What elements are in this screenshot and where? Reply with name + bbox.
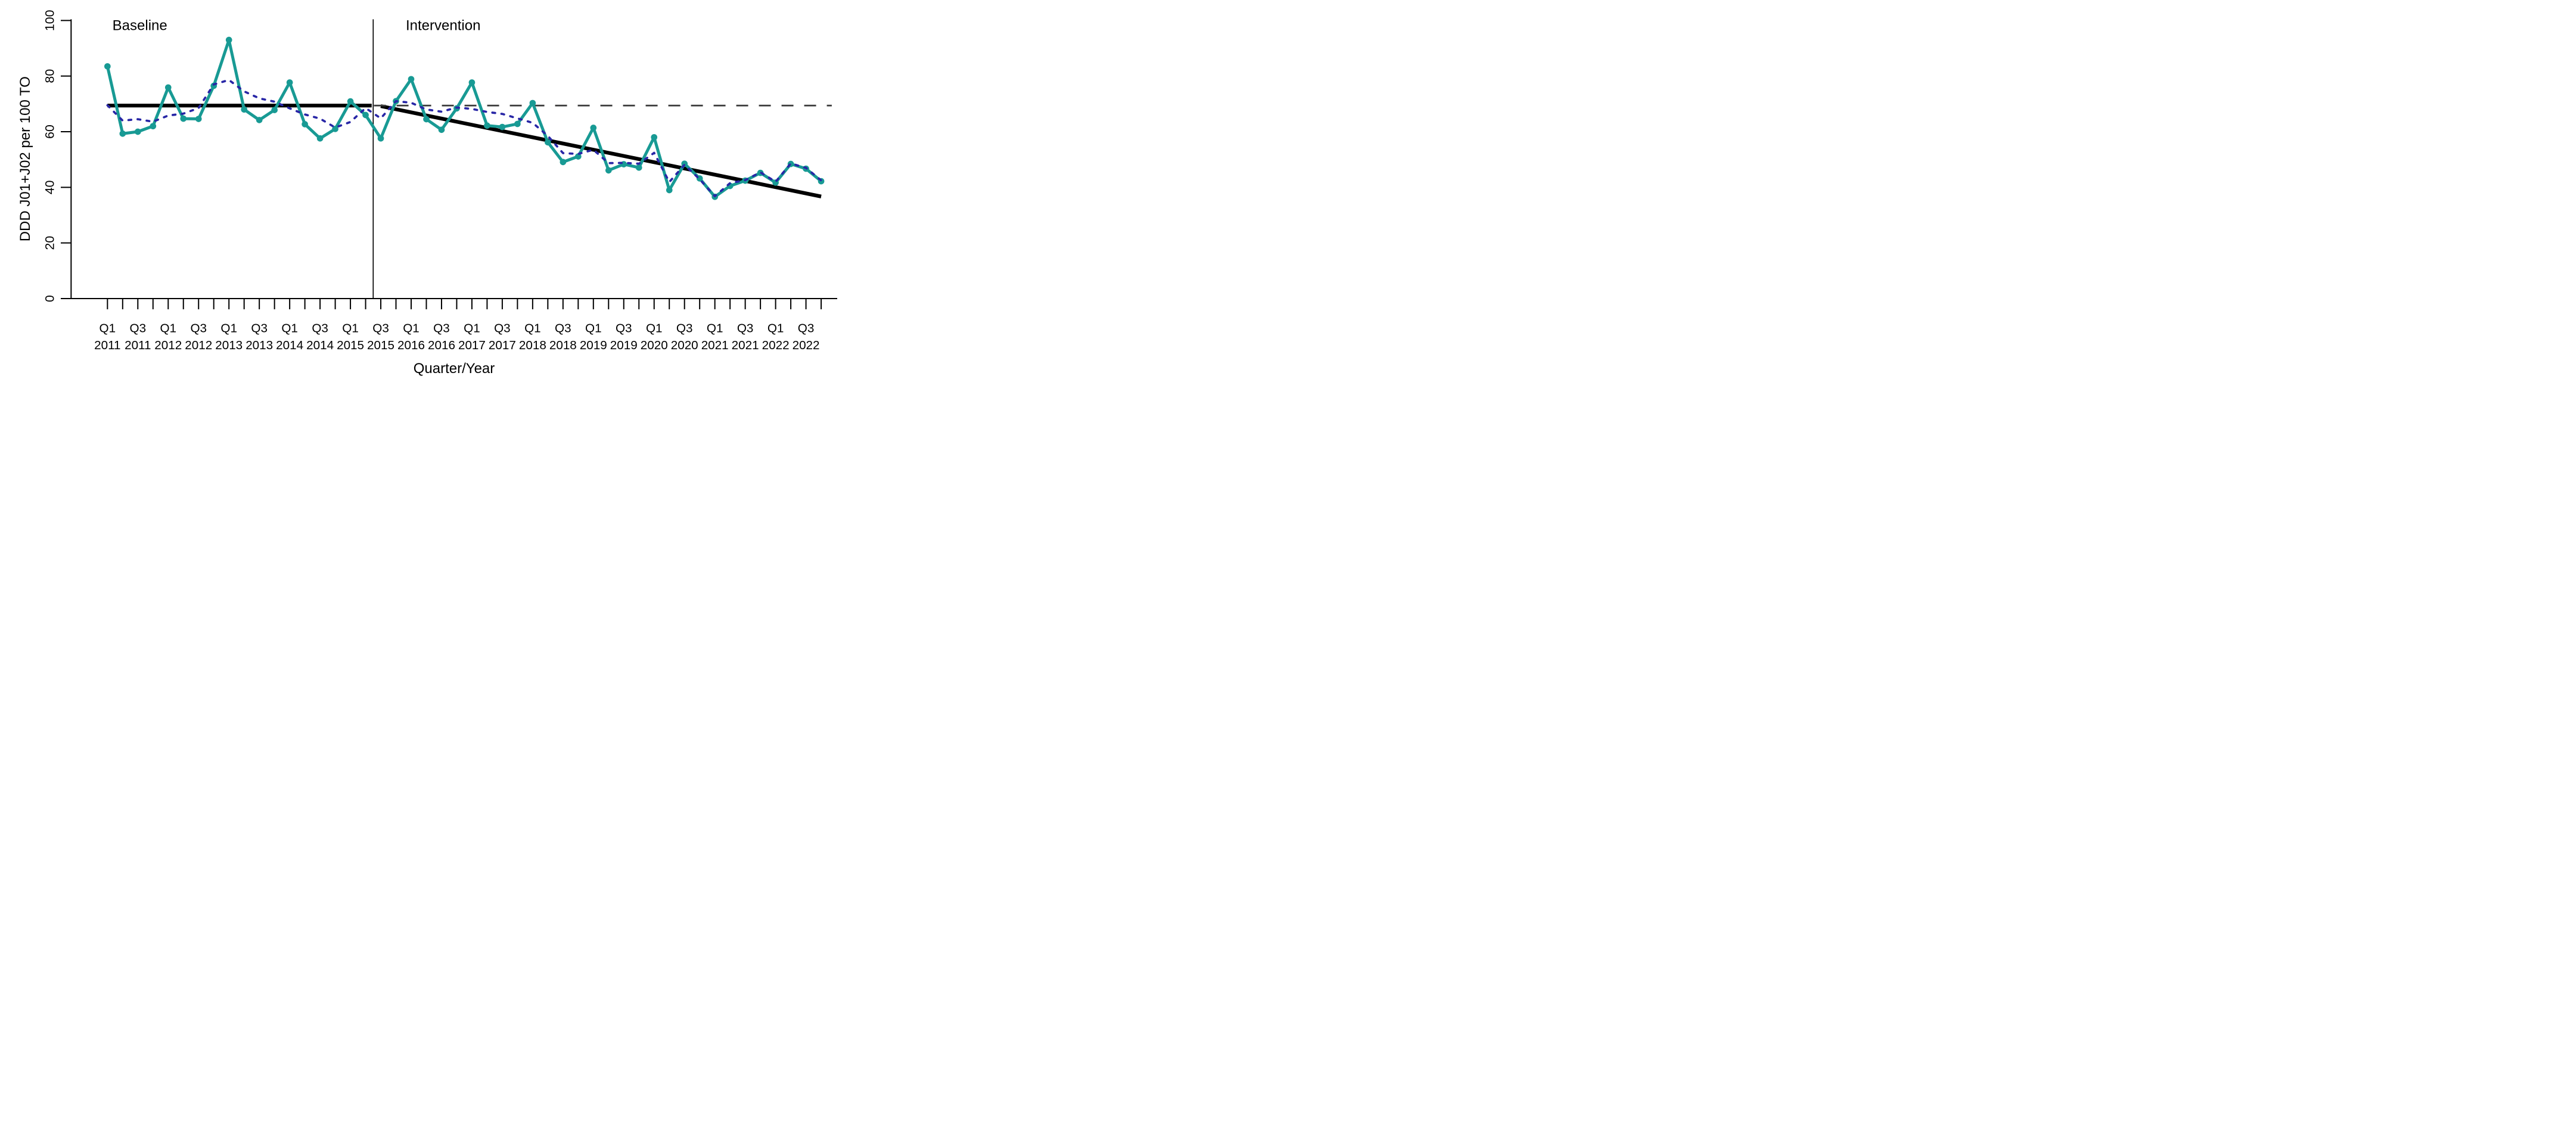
observed-point-21 (423, 116, 430, 123)
y-axis-title: DDD J01+J02 per 100 TO (17, 76, 33, 241)
x-tick-label-quarter-18: Q3 (372, 321, 389, 335)
observed-point-32 (590, 125, 597, 131)
observed-point-11 (271, 107, 278, 113)
x-tick-label-quarter-22: Q3 (433, 321, 450, 335)
x-tick-label-year-36: 2020 (641, 338, 668, 352)
x-tick-label-quarter-40: Q1 (707, 321, 723, 335)
observed-point-20 (408, 76, 415, 83)
observed-point-3 (150, 123, 157, 129)
x-tick-label-quarter-44: Q1 (767, 321, 784, 335)
x-tick-label-year-46: 2022 (793, 338, 820, 352)
x-tick-label-year-14: 2014 (306, 338, 334, 352)
observed-point-28 (529, 100, 536, 107)
x-tick-label-quarter-46: Q3 (798, 321, 815, 335)
observed-point-31 (574, 153, 582, 160)
observed-point-6 (195, 116, 202, 122)
observed-point-33 (605, 167, 612, 174)
x-tick-label-quarter-30: Q3 (555, 321, 571, 335)
x-tick-label-quarter-2: Q3 (130, 321, 147, 335)
x-tick-label-year-44: 2022 (762, 338, 790, 352)
x-tick-label-year-42: 2021 (732, 338, 759, 352)
intervention-region-label: Intervention (406, 18, 480, 34)
x-tick-label-year-30: 2018 (549, 338, 577, 352)
x-tick-label-year-12: 2014 (276, 338, 303, 352)
observed-point-35 (635, 164, 642, 171)
observed-point-15 (332, 126, 338, 132)
x-tick-label-quarter-28: Q1 (524, 321, 541, 335)
x-tick-label-year-24: 2017 (458, 338, 486, 352)
observed-point-26 (499, 123, 506, 131)
axes-layer: 0 20 40 60 80 100 Q1 2011 Q3 2011 Q1 2012 Q3 2012 Q1 20… (43, 10, 837, 352)
observed-point-36 (651, 134, 658, 141)
x-tick-label-quarter-20: Q1 (403, 321, 420, 335)
observed-point-5 (180, 115, 187, 122)
x-tick-label-year-26: 2017 (489, 338, 516, 352)
x-tick-label-quarter-34: Q3 (616, 321, 632, 335)
x-tick-label-quarter-36: Q1 (646, 321, 663, 335)
y-tick-label-0: 0 (43, 295, 57, 302)
y-tick-label-20: 20 (43, 236, 57, 250)
x-tick-label-year-28: 2018 (519, 338, 546, 352)
reference-lines-layer (107, 19, 832, 299)
observed-point-8 (225, 36, 232, 44)
observed-point-18 (377, 135, 384, 142)
observed-point-29 (545, 139, 551, 146)
y-tick-label-60: 60 (43, 125, 57, 139)
x-tick-label-quarter-0: Q1 (100, 321, 116, 335)
observed-point-12 (286, 79, 293, 86)
observed-point-4 (164, 84, 172, 91)
x-tick-label-quarter-12: Q1 (281, 321, 298, 335)
x-tick-label-year-32: 2019 (580, 338, 607, 352)
observed-point-25 (484, 122, 490, 129)
seasonal-model-fit-line (106, 79, 822, 198)
x-tick-label-quarter-10: Q3 (251, 321, 268, 335)
x-tick-label-year-8: 2013 (215, 338, 243, 352)
observed-point-13 (302, 121, 308, 128)
interrupted-time-series-figure: 0 20 40 60 80 100 Q1 2011 Q3 2011 Q1 2012 Q3 2012 Q1 20… (0, 0, 859, 382)
observed-point-27 (514, 120, 521, 128)
x-tick-label-quarter-6: Q3 (190, 321, 207, 335)
observed-point-16 (347, 98, 354, 105)
x-tick-label-year-38: 2020 (671, 338, 698, 352)
x-tick-label-year-22: 2016 (428, 338, 455, 352)
x-tick-label-year-6: 2012 (185, 338, 212, 352)
x-tick-label-year-40: 2021 (701, 338, 729, 352)
series-layer (104, 36, 825, 200)
x-tick-label-quarter-16: Q1 (342, 321, 359, 335)
x-tick-label-year-20: 2016 (397, 338, 425, 352)
x-tick-label-quarter-14: Q3 (312, 321, 328, 335)
x-tick-label-quarter-32: Q1 (585, 321, 602, 335)
x-tick-label-quarter-24: Q1 (464, 321, 480, 335)
x-axis-title: Quarter/Year (414, 361, 495, 377)
x-tick-label-year-16: 2015 (337, 338, 364, 352)
x-tick-label-quarter-38: Q3 (676, 321, 693, 335)
x-tick-label-quarter-4: Q1 (160, 321, 176, 335)
observed-point-17 (362, 111, 369, 119)
observed-point-9 (241, 106, 248, 113)
observed-point-22 (438, 126, 445, 133)
y-tick-label-40: 40 (43, 180, 57, 194)
x-tick-label-year-0: 2011 (94, 338, 120, 352)
observed-point-30 (560, 159, 567, 166)
its-chart: 0 20 40 60 80 100 Q1 2011 Q3 2011 Q1 2012 Q3 2012 Q1 20… (17, 10, 837, 377)
observed-point-2 (134, 128, 141, 135)
x-tick-label-year-10: 2013 (246, 338, 273, 352)
x-tick-label-year-2: 2011 (125, 338, 151, 352)
x-tick-label-year-4: 2012 (154, 338, 182, 352)
x-tick-label-year-34: 2019 (610, 338, 638, 352)
observed-point-1 (119, 130, 126, 137)
observed-point-0 (104, 63, 111, 70)
baseline-region-label: Baseline (113, 18, 167, 34)
observed-point-37 (666, 187, 673, 194)
observed-point-24 (468, 79, 476, 86)
observed-point-10 (256, 117, 263, 123)
x-tick-label-quarter-42: Q3 (737, 321, 754, 335)
x-tick-label-year-18: 2015 (367, 338, 394, 352)
y-tick-label-100: 100 (43, 10, 57, 31)
x-tick-label-quarter-26: Q3 (494, 321, 511, 335)
observed-point-14 (316, 135, 324, 142)
y-tick-label-80: 80 (43, 69, 57, 83)
x-tick-label-quarter-8: Q1 (220, 321, 237, 335)
